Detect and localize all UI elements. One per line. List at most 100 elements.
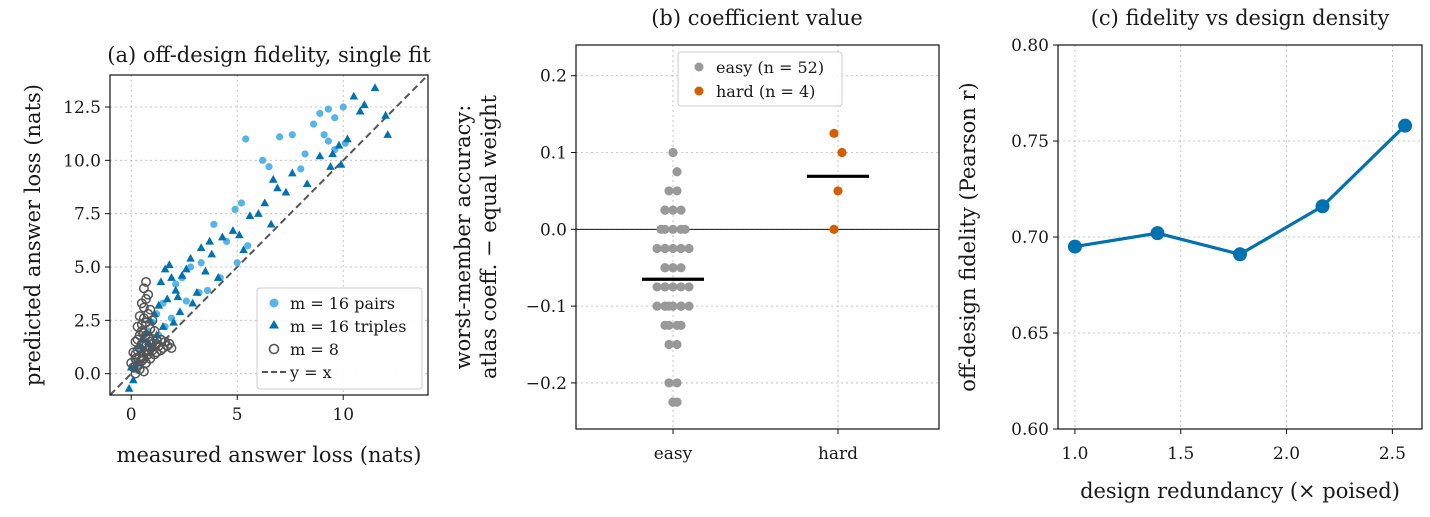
point-triples	[192, 288, 202, 296]
point-triples	[266, 219, 276, 228]
point-triples	[228, 226, 238, 234]
legend-marker-hard	[694, 86, 704, 96]
legend-label-pairs: m = 16 pairs	[290, 294, 395, 313]
y-tick-label: 0.60	[1011, 420, 1049, 440]
series-point	[1150, 226, 1165, 241]
y-tick-label: 7.5	[74, 205, 101, 225]
panel-a-legend-box	[256, 287, 423, 390]
panel-a-x-label: measured answer loss (nats)	[117, 443, 422, 467]
point-easy	[668, 263, 678, 273]
panel-a-points	[124, 83, 393, 392]
point-triples	[160, 264, 170, 273]
point-easy	[660, 205, 670, 215]
panel-a-title: (a) off-design fidelity, single fit	[107, 43, 431, 67]
point-easy	[668, 397, 678, 407]
point-pairs	[276, 133, 284, 141]
point-easy	[676, 263, 686, 273]
y-tick-label: 0.0	[540, 220, 567, 240]
y-tick-label: 0.65	[1011, 324, 1049, 344]
point-pairs	[339, 103, 347, 111]
panel-b-legend: easy (n = 52) hard (n = 4)	[677, 51, 843, 107]
point-easy	[676, 282, 686, 292]
point-pairs	[320, 131, 328, 139]
point-triples	[196, 243, 206, 251]
point-triples	[315, 151, 325, 160]
point-triples	[302, 179, 312, 187]
panel-c-x-ticks: 1.0 1.5 2.0 2.5	[1061, 429, 1406, 464]
point-triples	[336, 160, 346, 168]
point-pairs	[172, 280, 180, 288]
point-triples	[254, 209, 263, 217]
series-point	[1067, 239, 1082, 254]
panel-a-reference-line	[109, 74, 429, 396]
legend-label-triples: m = 16 triples	[290, 317, 406, 336]
panel-b-y-label-2: atlas coeff. − equal weight	[477, 94, 501, 379]
point-easy	[668, 224, 678, 234]
point-pairs	[331, 114, 339, 122]
panel-a-frame	[109, 74, 429, 396]
point-m8	[130, 368, 141, 379]
point-hard	[837, 147, 847, 158]
x-tick-label: 10	[332, 405, 354, 425]
series-point	[1233, 247, 1247, 262]
x-tick-label: easy	[654, 444, 693, 464]
x-tick-label: 0	[126, 405, 137, 425]
point-pairs	[324, 105, 332, 113]
series-point	[1315, 199, 1330, 214]
point-pairs	[288, 131, 296, 139]
point-m8	[155, 345, 166, 356]
panel-c-y-label: off-design fidelity (Pearson r)	[956, 82, 980, 391]
x-tick-label: hard	[818, 444, 858, 464]
x-tick-label: 1.5	[1167, 444, 1194, 464]
point-easy	[672, 339, 682, 350]
point-triples	[245, 211, 255, 219]
point-triples	[235, 230, 244, 239]
point-triples	[177, 270, 187, 279]
panel-c-line: (c) fidelity vs design density 1.0 1.5 2.0…	[956, 6, 1423, 503]
point-pairs	[203, 286, 212, 295]
point-triples	[169, 317, 178, 326]
point-easy	[668, 243, 678, 254]
point-easy	[652, 301, 662, 311]
point-easy	[664, 320, 674, 330]
point-triples	[175, 307, 185, 315]
y-tick-label: 0.80	[1011, 36, 1049, 56]
point-triples	[156, 277, 166, 286]
point-pairs	[237, 199, 246, 207]
panel-b-y-label-line-2: atlas coeff. − equal weight	[477, 94, 501, 379]
point-easy	[676, 243, 686, 254]
point-triples	[268, 174, 278, 183]
point-triples	[349, 91, 359, 100]
panel-c-x-label: design redundancy (× poised)	[1080, 479, 1400, 503]
panel-c-y-ticks: 0.60 0.65 0.70 0.75 0.80	[1011, 36, 1058, 440]
panel-a-scatter: (a) off-design fidelity, single fit 0 5 10…	[21, 43, 431, 467]
panel-c-grid	[1058, 44, 1422, 430]
point-triples	[171, 285, 181, 294]
y-tick-label: 5.0	[74, 258, 101, 278]
point-triples	[288, 168, 297, 177]
panel-b-x-ticks: easy hard	[654, 429, 858, 464]
point-pairs	[301, 150, 309, 158]
point-pairs	[231, 205, 239, 213]
point-easy	[672, 167, 682, 177]
legend-marker-easy	[694, 62, 704, 72]
x-tick-label: 1.0	[1061, 444, 1088, 464]
y-tick-label: 0.2	[540, 67, 567, 87]
legend-marker-pairs	[269, 298, 279, 308]
point-easy	[676, 301, 686, 311]
x-tick-label: 2.5	[1379, 444, 1406, 464]
point-triples	[167, 273, 176, 281]
point-easy	[664, 339, 674, 350]
point-triples	[165, 260, 174, 269]
point-m8	[166, 343, 177, 354]
point-triples	[213, 273, 223, 281]
point-pairs	[259, 156, 267, 164]
point-m8	[130, 349, 141, 360]
point-triples	[273, 183, 282, 192]
point-triples	[260, 198, 270, 207]
series-point	[1398, 118, 1413, 133]
point-easy	[684, 243, 694, 254]
y-tick-label: 10.0	[63, 151, 101, 171]
point-m8	[141, 276, 151, 287]
point-easy	[668, 205, 678, 215]
